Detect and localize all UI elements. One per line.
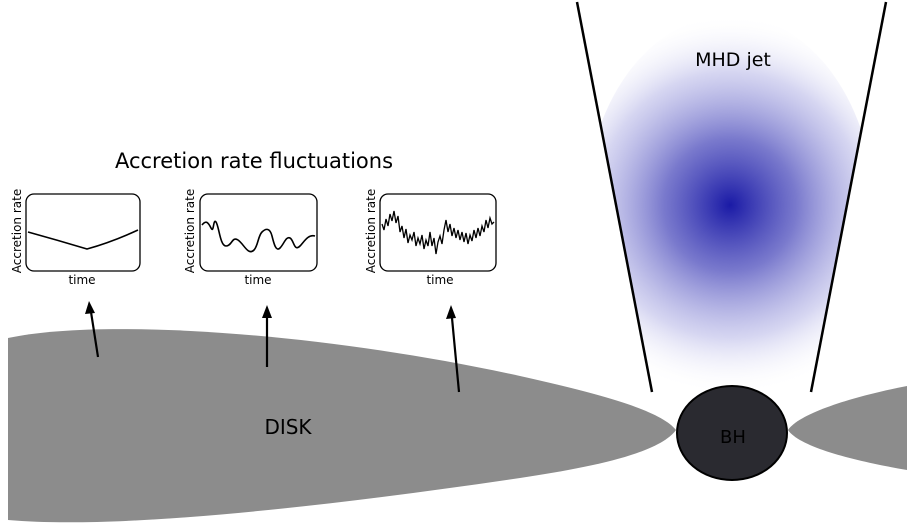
signal-curve-wavy: [201, 220, 316, 253]
jet-boundary-right: [809, 1, 888, 393]
panel-smooth: Accretion rate time: [10, 189, 141, 287]
panel-frame: [379, 193, 497, 272]
panel-xlabel: time: [68, 273, 95, 287]
jet-glow: [585, 15, 875, 392]
arrowhead-icon: [85, 301, 95, 314]
panel-frame: [25, 193, 141, 272]
panel-xlabel: time: [244, 273, 271, 287]
arrow-2: [262, 305, 272, 367]
arrow-1: [85, 301, 100, 358]
jet-boundary-left: [575, 1, 654, 393]
bh-label: BH: [720, 427, 746, 448]
panel-wavy: Accretion rate time: [183, 189, 318, 287]
arrowhead-icon: [446, 305, 456, 319]
panel-ylabel: Accretion rate: [364, 189, 378, 273]
disk-label: DISK: [264, 415, 312, 439]
panel-ylabel: Accretion rate: [10, 189, 24, 273]
panel-ylabel: Accretion rate: [183, 189, 197, 273]
signal-curve-noisy: [381, 210, 495, 255]
signal-curve-smooth: [27, 229, 139, 250]
diagram-title: Accretion rate fluctuations: [115, 149, 393, 173]
panel-frame: [199, 193, 318, 272]
jet-label: MHD jet: [695, 49, 771, 71]
panel-noisy: Accretion rate time: [364, 189, 497, 287]
black-hole: [676, 385, 788, 481]
disk-right: [788, 386, 907, 470]
panel-xlabel: time: [426, 273, 453, 287]
arrowhead-icon: [262, 305, 272, 318]
disk-left: [8, 329, 676, 523]
arrow-3: [446, 305, 461, 393]
